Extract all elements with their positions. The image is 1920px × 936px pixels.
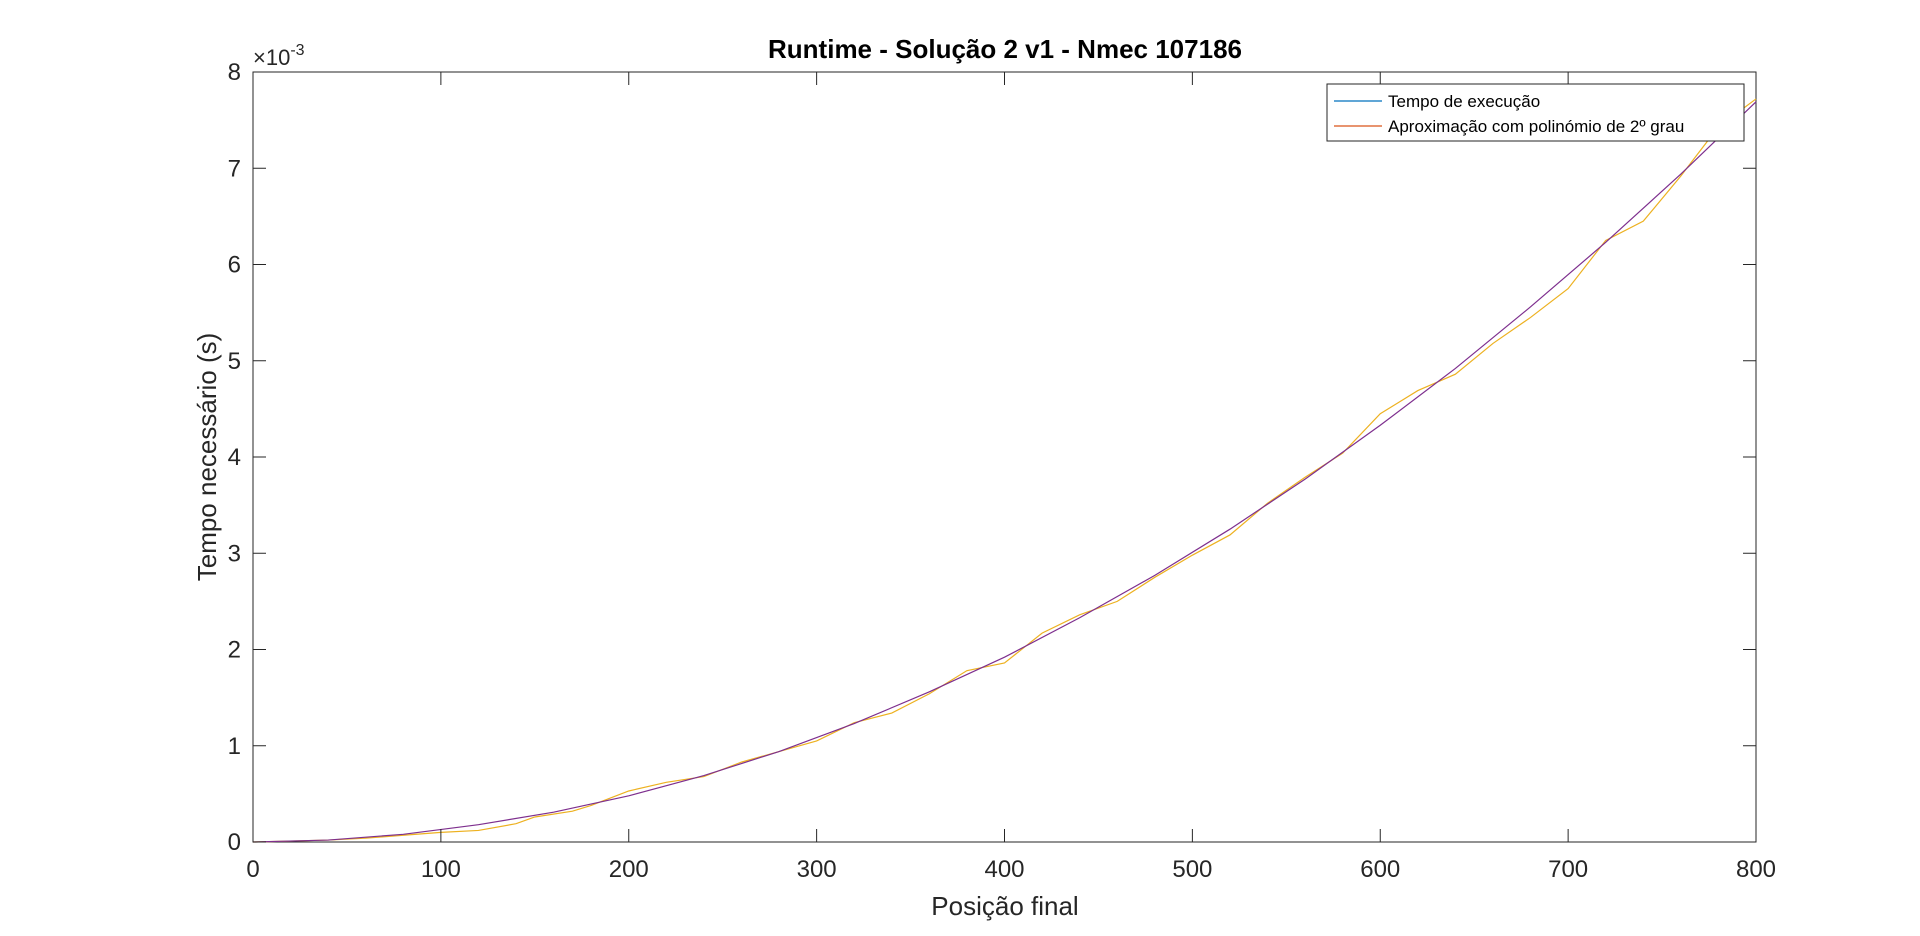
y-axis: 0 1 2 3 4 5 6 7 8 <box>228 59 1756 856</box>
y-tick-label: 6 <box>228 252 241 279</box>
y-exponent-power: -3 <box>290 42 304 59</box>
series-line-aproximacao <box>252 101 1757 843</box>
y-tick-label: 5 <box>228 348 241 375</box>
x-tick-label: 700 <box>1548 856 1588 883</box>
x-tick-label: 300 <box>797 856 837 883</box>
y-tick-label: 4 <box>228 444 241 471</box>
y-axis-title: Tempo necessário (s) <box>192 333 222 582</box>
x-tick-label: 0 <box>246 856 259 883</box>
series-layer <box>252 98 1757 843</box>
x-axis: 0 100 200 300 400 500 600 700 800 <box>246 72 1776 883</box>
legend: Tempo de execução Aproximação com polinó… <box>1326 83 1745 142</box>
x-tick-label: 100 <box>421 856 461 883</box>
legend-label-aproximacao: Aproximação com polinómio de 2º grau <box>1388 117 1684 136</box>
y-tick-label: 2 <box>228 637 241 664</box>
plot-area <box>252 71 1757 843</box>
y-exponent-label: ×10-3 <box>253 42 305 70</box>
x-tick-label: 500 <box>1172 856 1212 883</box>
x-tick-label: 400 <box>984 856 1024 883</box>
y-exponent-base: ×10 <box>253 45 290 70</box>
series-line-tempo <box>252 98 1757 843</box>
x-tick-label: 200 <box>609 856 649 883</box>
x-tick-label: 800 <box>1736 856 1776 883</box>
y-tick-label: 8 <box>228 59 241 86</box>
legend-box <box>1326 83 1745 142</box>
chart-title: Runtime - Solução 2 v1 - Nmec 107186 <box>768 34 1242 64</box>
y-tick-label: 1 <box>228 733 241 760</box>
y-tick-label: 3 <box>228 540 241 567</box>
y-tick-label: 0 <box>228 829 241 856</box>
x-tick-label: 600 <box>1360 856 1400 883</box>
x-axis-title: Posição final <box>931 891 1078 921</box>
y-tick-label: 7 <box>228 155 241 182</box>
legend-label-tempo: Tempo de execução <box>1388 92 1540 111</box>
